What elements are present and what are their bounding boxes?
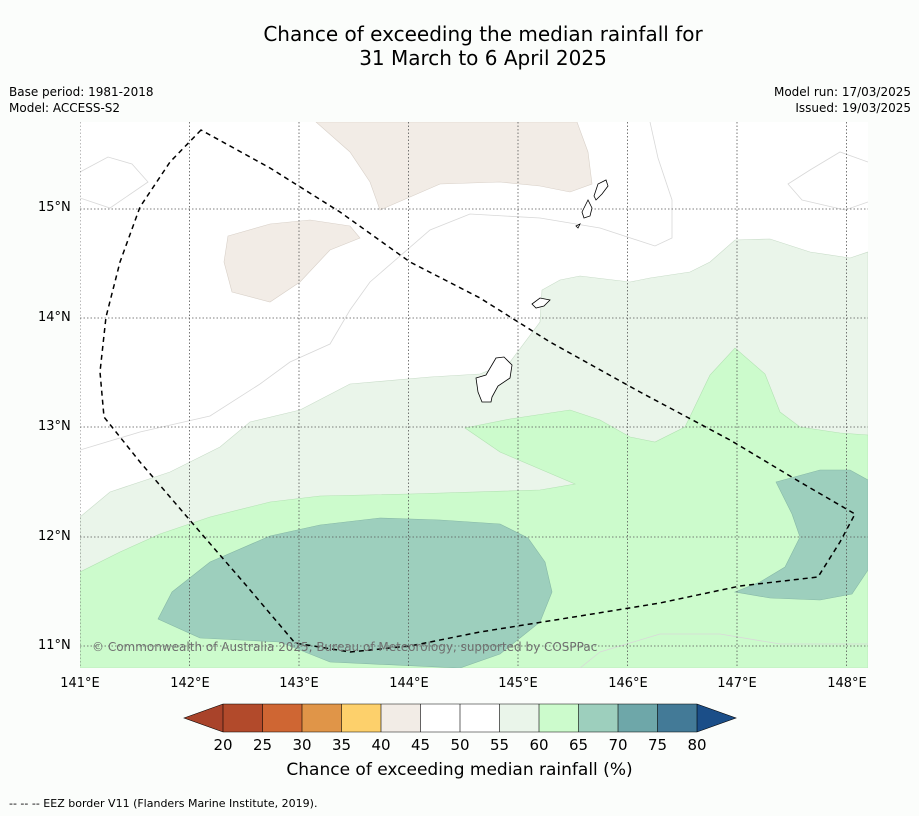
lat-label-12: 12°N bbox=[38, 529, 71, 544]
colorbar-tick-25: 25 bbox=[252, 736, 273, 754]
lat-label-11: 11°N bbox=[38, 638, 71, 653]
colorbar-swatch-25-30 bbox=[262, 704, 302, 732]
graticule bbox=[80, 122, 868, 668]
map-panel: © Commonwealth of Australia 2025, Bureau… bbox=[80, 122, 868, 668]
lat-label-13: 13°N bbox=[38, 419, 71, 434]
region-40-45-north bbox=[315, 122, 593, 211]
meta-right: Model run: 17/03/2025 Issued: 19/03/2025 bbox=[774, 84, 911, 116]
copyright-notice: © Commonwealth of Australia 2025, Bureau… bbox=[92, 640, 598, 654]
colorbar-outline bbox=[183, 703, 737, 733]
lon-label-144: 144°E bbox=[389, 676, 429, 691]
colorbar-tick-80: 80 bbox=[687, 736, 707, 754]
lon-label-148: 148°E bbox=[827, 676, 867, 691]
colorbar bbox=[183, 703, 737, 733]
colorbar-swatch-40-45 bbox=[381, 704, 421, 732]
contour-line-ne bbox=[787, 151, 868, 211]
lat-label-14: 14°N bbox=[38, 310, 71, 325]
lat-label-15: 15°N bbox=[38, 200, 71, 215]
colorbar-swatch-lt20 bbox=[184, 704, 223, 732]
island-guam bbox=[475, 356, 513, 403]
colorbar-swatch-50-55 bbox=[460, 704, 500, 732]
lon-label-142: 142°E bbox=[170, 676, 210, 691]
colorbar-swatch-60-65 bbox=[539, 704, 579, 732]
island-aguijan bbox=[575, 223, 581, 229]
region-65-70-south bbox=[157, 517, 553, 668]
lon-label-143: 143°E bbox=[279, 676, 319, 691]
model-run: Model run: 17/03/2025 bbox=[773, 85, 911, 99]
colorbar-swatch-35-40 bbox=[341, 704, 381, 732]
contour-line-south bbox=[579, 633, 868, 668]
colorbar-swatch-gt80 bbox=[697, 704, 736, 732]
colorbar-tick-70: 70 bbox=[608, 736, 628, 754]
contour-line-central bbox=[80, 122, 673, 451]
lon-label-145: 145°E bbox=[498, 676, 538, 691]
colorbar-tick-60: 60 bbox=[529, 736, 549, 754]
island-rota bbox=[531, 297, 551, 309]
colorbar-tick-75: 75 bbox=[647, 736, 668, 754]
lon-label-141: 141°E bbox=[60, 676, 100, 691]
meta-left: Base period: 1981-2018 Model: ACCESS-S2 bbox=[9, 84, 154, 116]
colorbar-swatch-20-25 bbox=[223, 704, 263, 732]
contour-line-nw bbox=[80, 156, 149, 209]
colorbar-swatch-70-75 bbox=[618, 704, 658, 732]
base-period: Base period: 1981-2018 bbox=[9, 85, 154, 99]
title-line-2: 31 March to 6 April 2025 bbox=[359, 46, 607, 70]
colorbar-swatch-30-35 bbox=[302, 704, 342, 732]
colorbar-tick-45: 45 bbox=[410, 736, 431, 754]
islands bbox=[475, 179, 609, 403]
colorbar-tick-30: 30 bbox=[292, 736, 312, 754]
colorbar-tick-35: 35 bbox=[331, 736, 352, 754]
model-name: Model: ACCESS-S2 bbox=[9, 101, 121, 115]
eez-footnote: -- -- -- EEZ border V11 (Flanders Marine… bbox=[9, 797, 318, 810]
lon-label-146: 146°E bbox=[608, 676, 648, 691]
colorbar-swatch-65-70 bbox=[578, 704, 618, 732]
island-tinian bbox=[581, 199, 593, 219]
map-title: Chance of exceeding the median rainfall … bbox=[0, 22, 919, 70]
colorbar-tick-55: 55 bbox=[489, 736, 510, 754]
map-svg bbox=[80, 122, 868, 668]
colorbar-tick-50: 50 bbox=[450, 736, 470, 754]
region-40-45-west bbox=[223, 219, 361, 303]
island-saipan bbox=[593, 179, 609, 201]
issued-date: Issued: 19/03/2025 bbox=[795, 101, 911, 115]
colorbar-title: Chance of exceeding median rainfall (%) bbox=[286, 760, 633, 780]
colorbar-tick-40: 40 bbox=[371, 736, 391, 754]
colorbar-swatch-45-50 bbox=[420, 704, 460, 732]
title-line-1: Chance of exceeding the median rainfall … bbox=[263, 22, 703, 46]
lon-label-147: 147°E bbox=[717, 676, 757, 691]
colorbar-swatch-75-80 bbox=[657, 704, 697, 732]
colorbar-tick-65: 65 bbox=[568, 736, 589, 754]
colorbar-swatch-55-60 bbox=[499, 704, 539, 732]
colorbar-tick-20: 20 bbox=[213, 736, 233, 754]
